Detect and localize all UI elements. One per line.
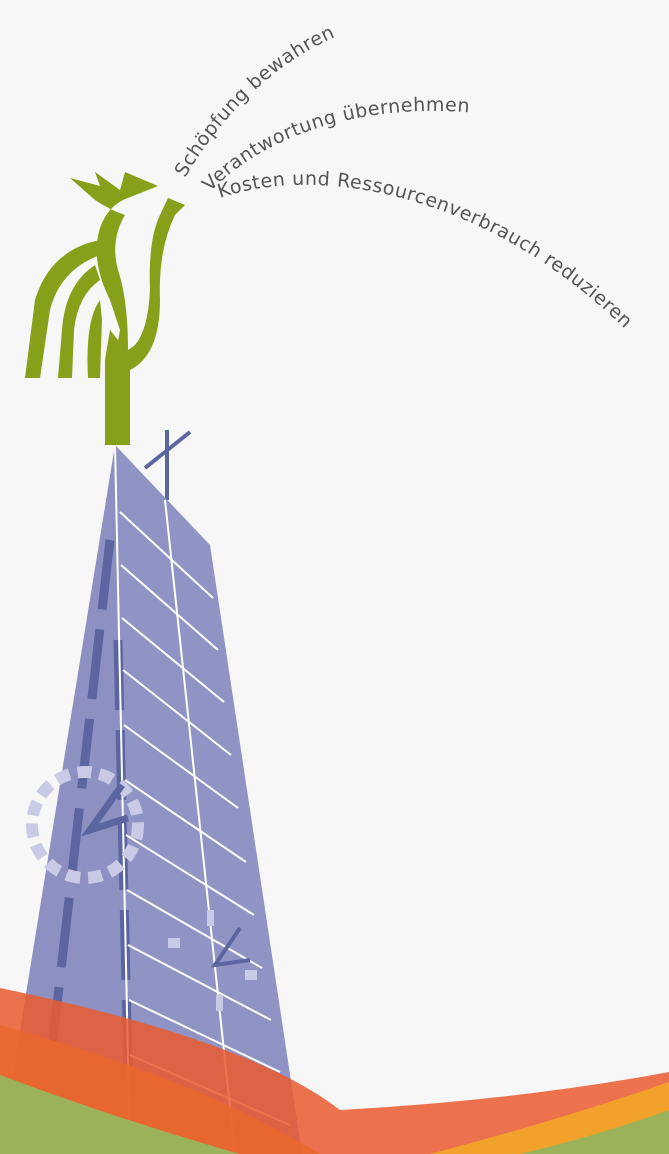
slogan-text: Kosten und Ressourcenverbrauch reduziere… <box>215 168 637 333</box>
slogan: Kosten und Ressourcenverbrauch reduziere… <box>215 168 637 333</box>
rooster <box>25 172 185 445</box>
tower <box>0 430 302 1154</box>
waves <box>0 988 669 1154</box>
